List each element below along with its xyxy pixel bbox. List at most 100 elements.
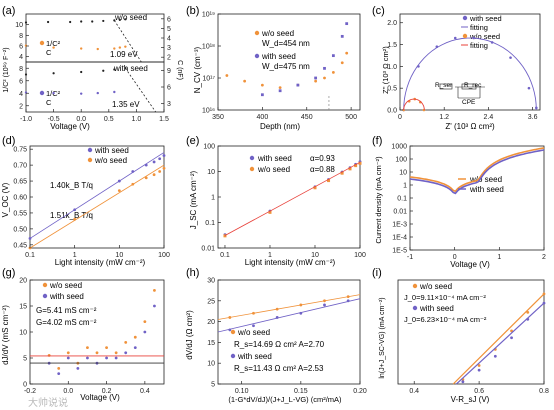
d-xtick-label: 0.1 [25,252,35,259]
i-wo-point [526,310,530,314]
b-with-point [314,76,318,80]
g-with-point [66,356,70,360]
e-wo-point [358,161,362,165]
a-top-1c2-point [102,19,105,23]
b-xtick-label: 450 [301,114,313,121]
e-ytick-label: 100 [203,144,215,151]
b-legend-1: w/o seed [261,29,294,38]
f-ytick-label: 100 [395,157,407,164]
b-xlabel: Depth (nm) [260,122,300,131]
b-wo-point [340,61,344,65]
a-top-r-ytick-label: 2 [167,55,171,62]
g-with-point [114,356,118,360]
e-fit [224,161,361,236]
c-xtick-label: 1.2 [439,114,449,121]
c-legend-mark-3 [462,33,468,39]
a-top-legend-2: C [46,48,52,57]
g-ytick-label: 15 [19,304,27,311]
d-xlabel: Light intensity (mW cm⁻²) [55,258,146,267]
g-wo-point [153,289,156,292]
c-xtick-label: 0 [398,114,402,121]
d-ytick-label: 0.45 [13,242,27,249]
g-ytick-label: 20 [19,278,27,285]
b-wo-point [345,51,349,55]
a-bottom-ann: 1.35 eV [112,100,140,109]
e-ytick-label: 0.01 [201,246,215,253]
d-xtick-label: 100 [158,252,170,259]
f-xlabel: Voltage (V) [450,260,490,269]
c-with-point [527,86,531,90]
f-ytick-label: 1E-3 [392,222,407,229]
g-ytick-label: 5 [23,356,27,363]
h-ytick-label: 20 [207,319,215,326]
g-ytick-label: 0 [23,382,27,389]
i-wo-point [510,329,513,333]
panel-label-b: (b) [186,5,199,17]
a-bottom-1c2-point [102,69,105,72]
d-ytick-label: 0.50 [13,226,27,233]
c-xlabel: Z' (10³ Ω cm²) [445,122,495,131]
e-ytick-label: 0.1 [205,220,215,227]
a-bottom-title: with seed [113,64,148,73]
d-wo-fit [29,164,165,249]
g-with-point [153,304,156,308]
f-wo-curve [409,147,545,193]
e-wo-point [223,234,227,238]
a-xtick-label: -1.0 [20,116,32,123]
g-with-point [105,356,108,360]
a-top-r-ytick-label: 4 [167,36,171,43]
panel-label-g: (g) [2,267,15,279]
panel-label-c: (c) [372,5,385,17]
d-with-point [158,157,162,161]
c-with-fit [403,37,537,111]
h-ytick-label: 30 [207,278,215,285]
a-top-1c2-point [124,18,127,21]
f-xtick-label: 0 [453,254,457,261]
b-with-point [340,34,344,38]
d-with-point [152,160,156,164]
e-xtick-label: 100 [354,252,366,259]
g-wo-point [114,351,118,355]
e-wo-point [327,179,331,183]
g-wo-point [95,351,99,355]
h-wo-fit [217,294,361,320]
d-legend-mark-2 [87,157,93,163]
a-bottom-c-point [113,90,116,94]
e-legend-mark-2 [249,166,255,172]
g-xtick-label: 0.4 [140,388,150,395]
d-ann-2: 1.51k_B T/q [50,211,93,220]
a-top-c-point [52,46,55,49]
panel-label-d: (d) [2,135,15,147]
watermark: 大帅说说 [28,396,68,409]
h-ytick-label: 5 [211,382,215,389]
h-ytick-label: 15 [207,340,215,347]
f-ylabel: Current density (mA cm⁻²) [374,156,383,244]
i-ann-1: J_0=9.11×10⁻⁴ mA cm⁻² [404,293,486,302]
e-legend-2: w/o seed [257,165,290,174]
c-frame [399,13,541,111]
d-wo-point [144,176,148,180]
i-legend-mark-1 [412,283,418,289]
h-ylabel: dV/dJ (Ω cm²) [185,310,194,360]
c-ytick-label: 1.5 [387,42,397,49]
c-legend-4: fitting [470,41,488,50]
c-legend-2: fitting [470,23,488,32]
i-legend-mark-2 [412,305,418,311]
a-xtick-label: 0.5 [104,116,114,123]
f-ytick-label: 1E-5 [392,248,407,255]
d-ytick-label: 0.70 [13,163,27,170]
i-frame [397,279,545,385]
f-ytick-label: 10 [399,170,407,177]
a-top-1c2-point [80,20,83,23]
g-ann-1: G=5.41 mS cm⁻² [36,306,97,315]
g-ytick-label: 10 [19,330,27,337]
f-with-curve [409,149,545,195]
a-xtick-label: 0.0 [76,116,86,123]
i-with-fit [455,302,545,385]
panel-label-h: (h) [186,267,199,279]
c-circuit-rrec: R_rec [464,82,482,89]
g-legend-mark-1 [42,282,48,288]
f-legend-1: w/o seed [469,175,502,184]
d-wo-point [152,173,156,177]
